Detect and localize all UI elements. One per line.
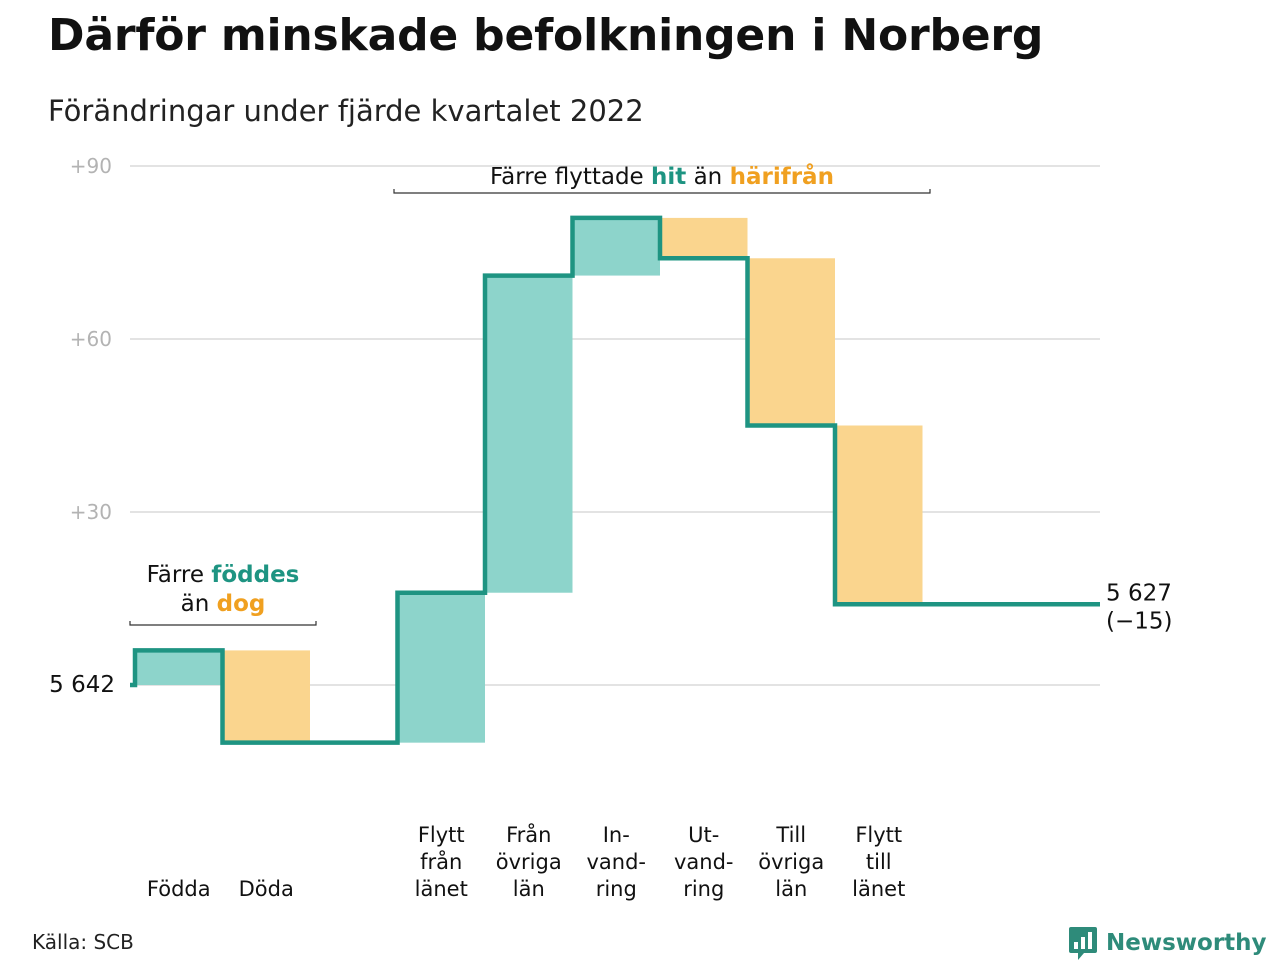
waterfall-bar — [485, 275, 573, 593]
annotation-label: Färre föddes — [147, 562, 300, 588]
annotation-label: Färre flyttade hit än härifrån — [490, 163, 834, 190]
y-tick-label: +90 — [70, 154, 112, 178]
end-change-label: (−15) — [1106, 608, 1172, 634]
x-category-label: Flytt till länet — [852, 823, 905, 901]
annotation-bracket — [129, 621, 317, 626]
waterfall-bar — [135, 650, 223, 685]
waterfall-bar — [747, 258, 835, 426]
waterfall-bar — [397, 592, 485, 743]
x-category-label: Döda — [239, 877, 294, 901]
annotation-bracket — [393, 189, 931, 194]
x-category-label: Till övriga län — [758, 823, 824, 901]
x-category-label: Flytt från länet — [415, 823, 468, 901]
cumulative-step-line — [130, 215, 1100, 745]
x-category-label: Från övriga län — [496, 822, 562, 901]
waterfall-bar — [222, 650, 310, 743]
brand-logo: Newsworthy — [1068, 924, 1267, 962]
bar-chart-icon — [1069, 927, 1097, 960]
x-category-label: Ut-vand-ring — [674, 823, 734, 901]
y-tick-label: +30 — [70, 500, 112, 524]
chart-subtitle: Förändringar under fjärde kvartalet 2022 — [48, 94, 644, 128]
end-value-label: 5 627 — [1106, 580, 1172, 606]
waterfall-bar — [660, 217, 748, 259]
start-value-label: 5 642 — [49, 672, 115, 698]
annotation-label: än dog — [181, 591, 266, 617]
waterfall-bar — [835, 425, 923, 605]
y-tick-label: +60 — [70, 327, 112, 351]
x-category-label: In-vand-ring — [586, 823, 646, 901]
source-note: Källa: SCB — [32, 930, 134, 954]
brand-name: Newsworthy — [1106, 930, 1267, 956]
chart-title: Därför minskade befolkningen i Norberg — [48, 10, 1044, 61]
waterfall-bar — [572, 217, 660, 276]
x-category-label: Födda — [147, 877, 211, 901]
